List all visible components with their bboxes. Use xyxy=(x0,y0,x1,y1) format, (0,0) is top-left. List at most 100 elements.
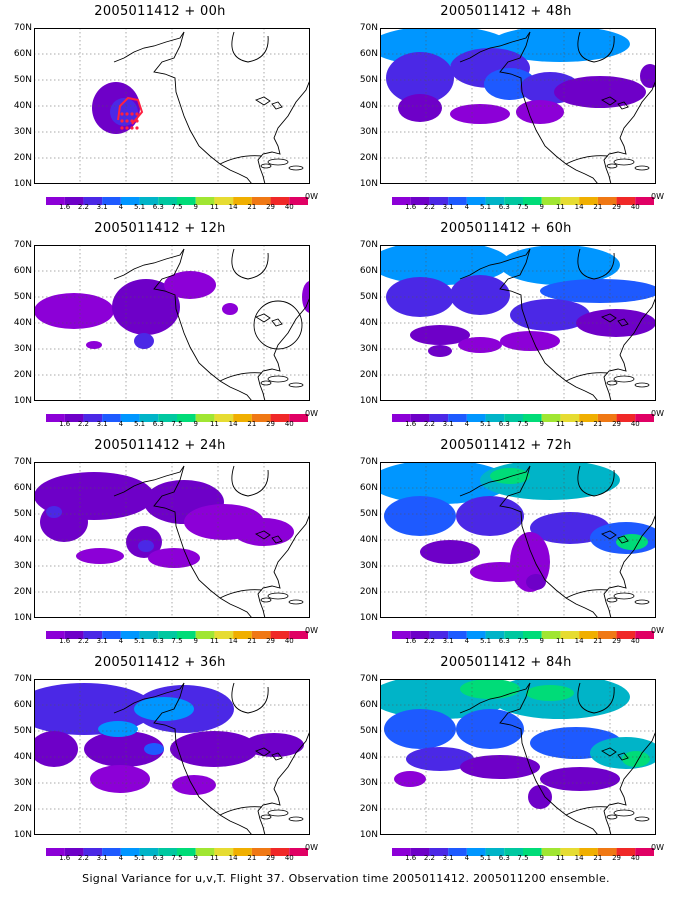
colorbar-swatch xyxy=(485,631,505,639)
colorbar-tick-label: 21 xyxy=(593,420,603,428)
variance-contour xyxy=(500,245,620,285)
panel-title: 2005011412 + 72h xyxy=(440,438,572,453)
colorbar-end-label: 0W xyxy=(651,192,664,201)
coastline xyxy=(219,372,263,382)
colorbar-swatch xyxy=(579,197,598,205)
colorbar-swatch xyxy=(233,197,252,205)
island-outline xyxy=(267,809,289,817)
colorbar-tick-label: 1.6 xyxy=(405,203,417,211)
colorbar-tick-label: 11 xyxy=(555,203,565,211)
map-panel-00h: 2005011412 + 00h 1.6 2.2 3.1 4 5.1 6.3 7.5 9 11 1… xyxy=(0,0,320,212)
map-svg xyxy=(380,28,656,184)
island-outline xyxy=(260,163,272,169)
colorbar-swatch xyxy=(289,631,308,639)
highlight-circle xyxy=(253,300,303,350)
lat-tick-label: 10N xyxy=(13,613,32,623)
lat-tick-label: 20N xyxy=(13,804,32,814)
colorbar-end-label: 0W xyxy=(651,626,664,635)
colorbar-tick-label: 9 xyxy=(539,203,544,211)
coastline xyxy=(254,747,283,761)
variance-contour xyxy=(34,293,114,329)
variance-contour xyxy=(540,767,620,791)
variance-contour xyxy=(170,731,258,767)
map-plot xyxy=(380,462,656,618)
lat-tick-label: 70N xyxy=(13,674,32,684)
island-outline xyxy=(634,165,650,171)
variance-contour xyxy=(76,548,124,564)
colorbar: 1.6 2.2 3.1 4 5.1 6.3 7.5 9 11 14 21 29 40 0W xyxy=(392,409,664,429)
colorbar-end-label: 0W xyxy=(305,626,318,635)
island-outline xyxy=(613,375,635,383)
colorbar-tick-label: 5.1 xyxy=(133,854,146,862)
colorbar-swatch xyxy=(64,197,84,205)
lat-tick-label: 40N xyxy=(13,101,32,111)
island-outline xyxy=(267,592,289,600)
colorbar-tick-label: 4 xyxy=(464,854,470,862)
colorbar-swatch xyxy=(270,414,290,422)
coastline xyxy=(459,248,531,280)
variance-contour xyxy=(134,697,194,721)
lat-tick-label: 60N xyxy=(359,266,378,276)
colorbar-tick-label: 40 xyxy=(630,420,640,428)
lat-tick-label: 10N xyxy=(359,179,378,189)
lat-tick-label: 70N xyxy=(359,457,378,467)
island-outline xyxy=(260,380,272,386)
colorbar-swatch xyxy=(46,631,65,639)
map-plot xyxy=(380,245,656,401)
lat-tick-label: 40N xyxy=(13,752,32,762)
colorbar-tick-label: 9 xyxy=(193,420,198,428)
colorbar-tick-label: 9 xyxy=(539,420,544,428)
island-outline xyxy=(267,375,289,383)
plot-frame xyxy=(34,28,310,184)
colorbar-tick-label: 11 xyxy=(209,854,219,862)
colorbar-swatch xyxy=(233,848,252,856)
lat-tick-label: 10N xyxy=(13,830,32,840)
colorbar: 1.6 2.2 3.1 4 5.1 6.3 7.5 9 11 14 21 29 40 0W xyxy=(46,409,318,429)
observation-point xyxy=(125,112,129,116)
lat-tick-label: 40N xyxy=(359,318,378,328)
colorbar-swatch xyxy=(270,631,290,639)
observation-point xyxy=(130,112,134,116)
island-outline xyxy=(613,158,635,166)
colorbar-swatch xyxy=(270,848,290,856)
colorbar-tick-label: 3.1 xyxy=(442,637,454,645)
colorbar-tick-label: 4 xyxy=(118,854,124,862)
lat-tick-label: 50N xyxy=(359,726,378,736)
coastline xyxy=(577,465,615,497)
colorbar-tick-label: 2.2 xyxy=(423,420,435,428)
colorbar-swatch xyxy=(523,631,542,639)
coastline xyxy=(113,682,185,714)
map-plot xyxy=(34,462,310,618)
variance-contour xyxy=(398,94,442,122)
coastline xyxy=(231,682,269,714)
panel-title: 2005011412 + 48h xyxy=(440,4,572,19)
lat-tick-label: 70N xyxy=(13,457,32,467)
lat-tick-label: 50N xyxy=(359,75,378,85)
colorbar-svg xyxy=(46,197,308,205)
colorbar-swatch xyxy=(504,414,523,422)
variance-contour xyxy=(616,534,648,550)
variance-contour xyxy=(460,755,540,779)
map-svg xyxy=(380,462,656,618)
island-outline xyxy=(288,165,304,171)
lat-tick-label: 10N xyxy=(359,396,378,406)
colorbar-tick-label: 2.2 xyxy=(423,203,435,211)
map-panel-84h: 2005011412 + 84h 1.6 2.2 3.1 4 5.1 6.3 7.5 9 11 1… xyxy=(346,651,666,863)
colorbar-swatch xyxy=(251,848,271,856)
colorbar-end-label: 0W xyxy=(651,409,664,418)
variance-contour xyxy=(380,462,510,504)
variance-contour xyxy=(528,785,552,809)
coastline xyxy=(153,465,310,618)
coastline xyxy=(577,248,615,280)
colorbar-swatch xyxy=(177,848,196,856)
lat-tick-label: 60N xyxy=(359,700,378,710)
colorbar-tick-label: 3.1 xyxy=(96,637,108,645)
colorbar-swatch xyxy=(120,631,140,639)
lat-tick-label: 50N xyxy=(359,509,378,519)
map-panel-48h: 2005011412 + 48h 1.6 2.2 3.1 4 5.1 6.3 7.5 9 11 1… xyxy=(346,0,666,212)
colorbar-tick-label: 11 xyxy=(555,854,565,862)
lat-tick-label: 30N xyxy=(359,127,378,137)
colorbar-swatch xyxy=(46,848,65,856)
coastline xyxy=(600,747,629,761)
lat-tick-label: 70N xyxy=(13,240,32,250)
